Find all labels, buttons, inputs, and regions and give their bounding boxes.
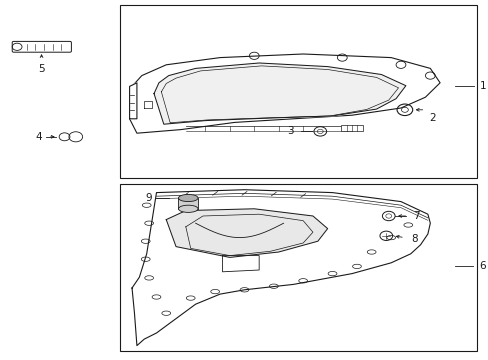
- Bar: [178, 198, 198, 209]
- Polygon shape: [129, 83, 137, 119]
- Text: 5: 5: [38, 64, 45, 74]
- Text: 7: 7: [412, 211, 419, 221]
- Bar: [120, 5, 476, 178]
- Text: 9: 9: [144, 193, 151, 203]
- Ellipse shape: [178, 194, 198, 202]
- Polygon shape: [154, 63, 405, 124]
- Text: 2: 2: [428, 113, 435, 123]
- Text: 3: 3: [286, 126, 293, 136]
- Bar: [120, 184, 476, 351]
- Polygon shape: [166, 209, 327, 257]
- Polygon shape: [132, 190, 429, 346]
- Text: 8: 8: [410, 234, 417, 244]
- FancyBboxPatch shape: [12, 41, 71, 52]
- Polygon shape: [129, 54, 439, 133]
- Text: 1: 1: [479, 81, 486, 91]
- Ellipse shape: [178, 205, 198, 212]
- Bar: [341, 125, 362, 131]
- Text: 6: 6: [478, 261, 485, 271]
- Text: 4: 4: [36, 132, 42, 142]
